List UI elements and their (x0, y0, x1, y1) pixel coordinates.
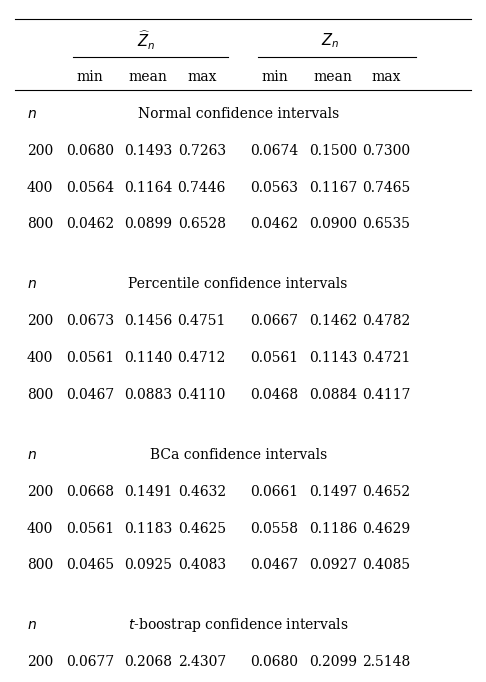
Text: 0.0680: 0.0680 (251, 655, 298, 669)
Text: 0.0900: 0.0900 (309, 218, 357, 231)
Text: 0.0927: 0.0927 (309, 559, 357, 572)
Text: $n$: $n$ (27, 448, 36, 462)
Text: $Z_n$: $Z_n$ (321, 31, 340, 50)
Text: 0.0561: 0.0561 (250, 351, 299, 365)
Text: 0.7465: 0.7465 (362, 181, 411, 194)
Text: 0.0462: 0.0462 (250, 218, 299, 231)
Text: 0.1167: 0.1167 (309, 181, 357, 194)
Text: BCa confidence intervals: BCa confidence intervals (150, 448, 327, 462)
Text: 0.2068: 0.2068 (124, 655, 172, 669)
Text: max: max (372, 70, 401, 84)
Text: 0.4652: 0.4652 (362, 485, 411, 499)
Text: 200: 200 (27, 314, 53, 328)
Text: 0.4117: 0.4117 (362, 388, 411, 402)
Text: 0.0899: 0.0899 (124, 218, 172, 231)
Text: 0.0558: 0.0558 (251, 522, 298, 535)
Text: min: min (261, 70, 288, 84)
Text: 800: 800 (27, 388, 53, 402)
Text: 0.1462: 0.1462 (309, 314, 357, 328)
Text: $\widehat{Z}_n$: $\widehat{Z}_n$ (137, 29, 155, 53)
Text: 0.0667: 0.0667 (250, 314, 299, 328)
Text: 0.4625: 0.4625 (177, 522, 226, 535)
Text: 0.6528: 0.6528 (178, 218, 226, 231)
Text: 0.1493: 0.1493 (124, 144, 173, 158)
Text: 0.4085: 0.4085 (362, 559, 411, 572)
Text: 400: 400 (27, 181, 53, 194)
Text: mean: mean (313, 70, 352, 84)
Text: 0.0883: 0.0883 (124, 388, 172, 402)
Text: 0.0468: 0.0468 (250, 388, 299, 402)
Text: 0.0661: 0.0661 (250, 485, 299, 499)
Text: Normal confidence intervals: Normal confidence intervals (138, 107, 339, 121)
Text: 0.7300: 0.7300 (362, 144, 411, 158)
Text: 0.7446: 0.7446 (177, 181, 226, 194)
Text: 0.0465: 0.0465 (66, 559, 114, 572)
Text: 0.4721: 0.4721 (362, 351, 411, 365)
Text: 0.1186: 0.1186 (309, 522, 357, 535)
Text: 400: 400 (27, 522, 53, 535)
Text: 2.5148: 2.5148 (362, 655, 411, 669)
Text: 0.0668: 0.0668 (66, 485, 114, 499)
Text: 0.6535: 0.6535 (363, 218, 410, 231)
Text: 0.1183: 0.1183 (124, 522, 173, 535)
Text: 0.0563: 0.0563 (251, 181, 298, 194)
Text: 0.0925: 0.0925 (124, 559, 172, 572)
Text: max: max (187, 70, 216, 84)
Text: 0.1500: 0.1500 (309, 144, 357, 158)
Text: $n$: $n$ (27, 107, 36, 121)
Text: $t$-boostrap confidence intervals: $t$-boostrap confidence intervals (128, 617, 348, 634)
Text: 0.0564: 0.0564 (66, 181, 114, 194)
Text: 0.0677: 0.0677 (66, 655, 114, 669)
Text: $n$: $n$ (27, 278, 36, 291)
Text: 200: 200 (27, 144, 53, 158)
Text: 0.0467: 0.0467 (66, 388, 114, 402)
Text: 0.1456: 0.1456 (124, 314, 173, 328)
Text: 0.0561: 0.0561 (66, 351, 114, 365)
Text: 0.0467: 0.0467 (250, 559, 299, 572)
Text: min: min (76, 70, 104, 84)
Text: 0.1140: 0.1140 (124, 351, 173, 365)
Text: 200: 200 (27, 485, 53, 499)
Text: 0.1497: 0.1497 (309, 485, 357, 499)
Text: 0.4632: 0.4632 (177, 485, 226, 499)
Text: 2.4307: 2.4307 (177, 655, 226, 669)
Text: 0.0680: 0.0680 (66, 144, 114, 158)
Text: 0.1143: 0.1143 (309, 351, 357, 365)
Text: 0.0673: 0.0673 (66, 314, 114, 328)
Text: mean: mean (129, 70, 168, 84)
Text: 400: 400 (27, 351, 53, 365)
Text: 0.1164: 0.1164 (124, 181, 173, 194)
Text: 0.1491: 0.1491 (124, 485, 173, 499)
Text: 200: 200 (27, 655, 53, 669)
Text: 0.7263: 0.7263 (177, 144, 226, 158)
Text: 800: 800 (27, 218, 53, 231)
Text: 0.4751: 0.4751 (177, 314, 226, 328)
Text: 0.4110: 0.4110 (177, 388, 226, 402)
Text: 0.0674: 0.0674 (250, 144, 299, 158)
Text: 0.4083: 0.4083 (177, 559, 226, 572)
Text: 0.0884: 0.0884 (309, 388, 357, 402)
Text: 0.4712: 0.4712 (177, 351, 226, 365)
Text: Percentile confidence intervals: Percentile confidence intervals (128, 278, 348, 291)
Text: 800: 800 (27, 559, 53, 572)
Text: 0.0561: 0.0561 (66, 522, 114, 535)
Text: 0.0462: 0.0462 (66, 218, 114, 231)
Text: $n$: $n$ (27, 619, 36, 632)
Text: 0.4629: 0.4629 (362, 522, 411, 535)
Text: 0.4782: 0.4782 (362, 314, 411, 328)
Text: 0.2099: 0.2099 (309, 655, 357, 669)
